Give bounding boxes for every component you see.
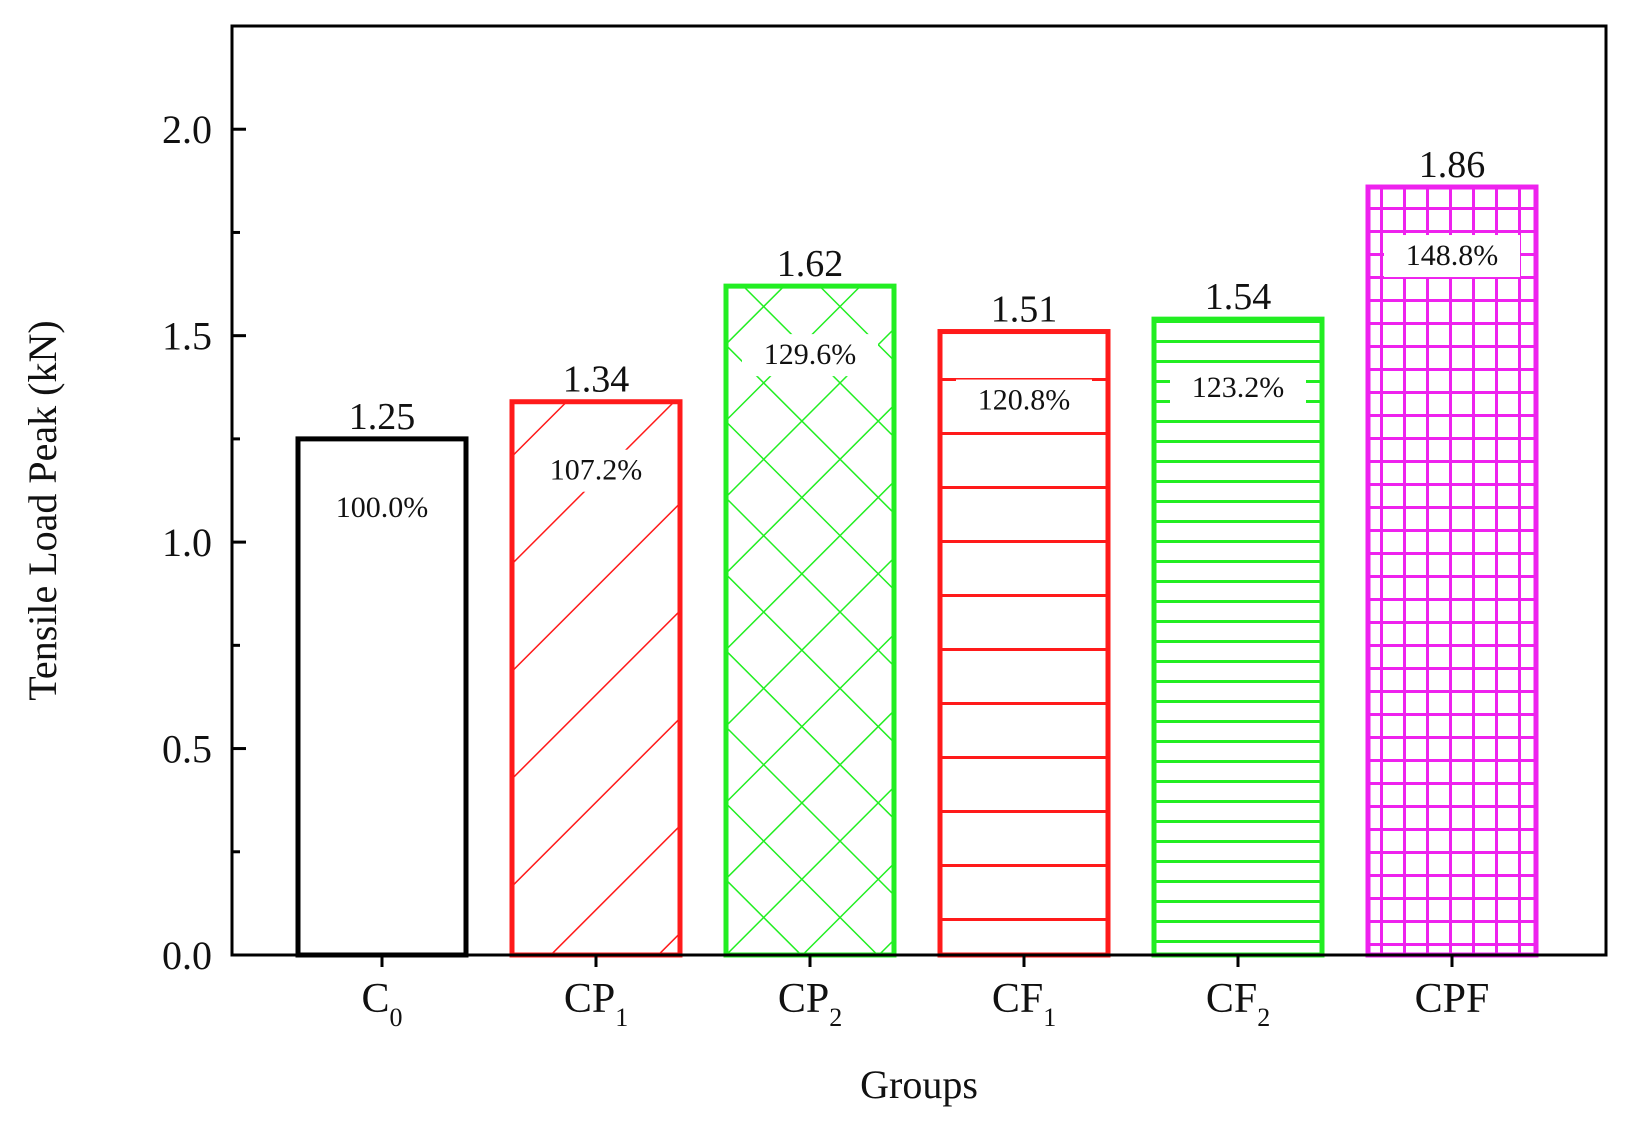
percent-label-bg-4: [1170, 367, 1306, 410]
percent-label-1: 107.2%: [550, 454, 643, 487]
y-tick-label-4: 2.0: [162, 107, 212, 152]
bar-5: [1365, 184, 1539, 958]
y-axis-title: Tensile Load Peak (kN): [20, 320, 65, 700]
y-tick-label-0: 0.0: [162, 933, 212, 978]
percent-label-bg-5: [1384, 235, 1520, 278]
percent-label-0: 100.0%: [336, 491, 429, 524]
percent-label-bg-3: [956, 379, 1092, 422]
percent-label-4: 123.2%: [1192, 371, 1285, 404]
value-label-1: 1.34: [563, 359, 630, 401]
value-label-2: 1.62: [777, 243, 844, 285]
percent-label-5: 148.8%: [1406, 239, 1499, 272]
bar-4: [1151, 316, 1325, 958]
y-tick-label-2: 1.0: [162, 520, 212, 565]
x-tick-label-0: C0: [361, 976, 402, 1032]
y-tick-label-1: 0.5: [162, 727, 212, 772]
x-tick-label-5: CPF: [1415, 976, 1490, 1022]
y-tick-label-3: 1.5: [162, 314, 212, 359]
bar-3: [937, 329, 1111, 958]
x-axis-title: Groups: [860, 1062, 978, 1107]
bar-1: [509, 399, 683, 958]
percent-label-2: 129.6%: [764, 338, 857, 371]
percent-label-bg-0: [314, 486, 450, 529]
axes-layer: [230, 24, 1608, 957]
ticks-layer: [232, 24, 1454, 967]
percent-label-bg-2: [742, 334, 878, 377]
value-label-0: 1.25: [349, 396, 416, 438]
percent-label-3: 120.8%: [978, 384, 1071, 417]
x-tick-label-2: CP2: [778, 976, 842, 1032]
bar-2: [723, 283, 897, 958]
labels-layer: 100.0% 1.25 C0 107.2% 1.34 CP1 129.6% 1.62 CP2 12…: [162, 107, 1498, 1032]
value-label-4: 1.54: [1205, 276, 1272, 318]
plot-frame: [230, 24, 1608, 957]
bars-layer: [295, 184, 1539, 958]
percent-label-bg-1: [528, 449, 664, 492]
x-tick-label-1: CP1: [564, 976, 628, 1032]
value-label-3: 1.51: [991, 289, 1058, 331]
value-label-5: 1.86: [1419, 144, 1486, 186]
x-tick-label-3: CF1: [992, 976, 1056, 1032]
x-tick-label-4: CF2: [1206, 976, 1270, 1032]
